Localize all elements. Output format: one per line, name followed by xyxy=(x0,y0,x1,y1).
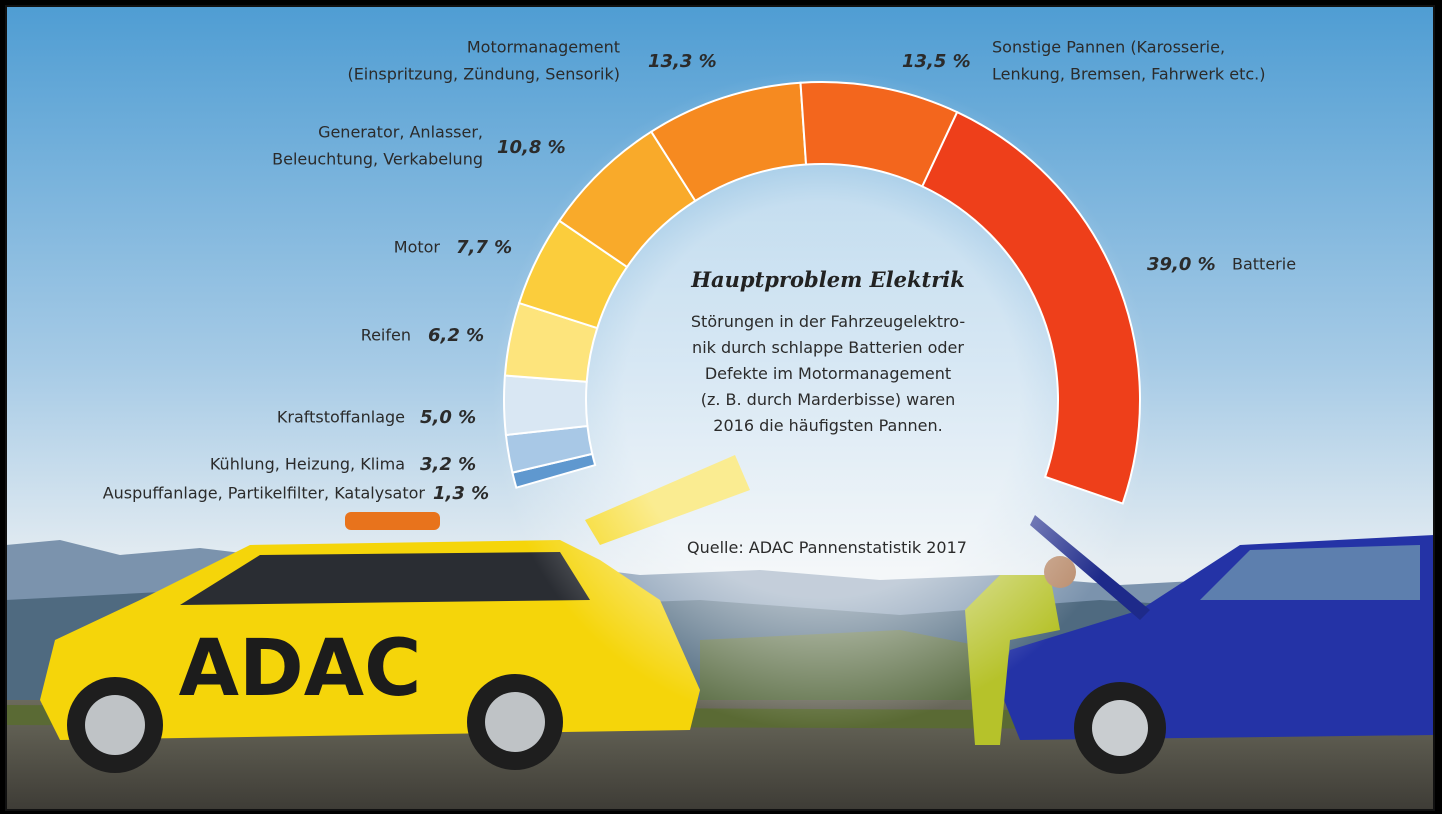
value-label: 13,3 % xyxy=(648,51,717,72)
category-label: Auspuffanlage, Partikelfilter, Katalysat… xyxy=(103,484,426,503)
description-line: Störungen in der Fahrzeugelektro- xyxy=(691,312,965,331)
source: Quelle: ADAC Pannenstatistik 2017 xyxy=(687,538,967,557)
category-label: Motormanagement xyxy=(467,38,620,57)
category-label: Kühlung, Heizung, Klima xyxy=(210,455,405,474)
category-label: Lenkung, Bremsen, Fahrwerk etc.) xyxy=(992,65,1265,84)
value-label: 13,5 % xyxy=(902,51,971,72)
category-label: Sonstige Pannen (Karosserie, xyxy=(992,38,1225,57)
category-label: Motor xyxy=(394,238,441,257)
category-label: Kraftstoffanlage xyxy=(277,408,405,427)
value-label: 3,2 % xyxy=(420,454,476,475)
category-label: Beleuchtung, Verkabelung xyxy=(272,150,483,169)
description-line: nik durch schlappe Batterien oder xyxy=(692,338,964,357)
value-label: 1,3 % xyxy=(433,483,489,504)
value-label: 10,8 % xyxy=(497,137,566,158)
page: ADAC Auspuffanlage, Partikelfilter, Kata… xyxy=(0,0,1442,814)
category-label: Batterie xyxy=(1232,255,1296,274)
description: Störungen in der Fahrzeugelektro-nik dur… xyxy=(691,312,965,435)
category-label: (Einspritzung, Zündung, Sensorik) xyxy=(347,65,620,84)
description-line: 2016 die häufigsten Pannen. xyxy=(713,416,942,435)
description-line: (z. B. durch Marderbisse) waren xyxy=(701,390,956,409)
value-label: 5,0 % xyxy=(420,407,476,428)
value-label: 39,0 % xyxy=(1147,254,1216,275)
chart: ADAC Auspuffanlage, Partikelfilter, Kata… xyxy=(0,0,1442,814)
category-label: Reifen xyxy=(361,326,411,345)
svg-text:ADAC: ADAC xyxy=(179,624,422,714)
value-label: 7,7 % xyxy=(456,237,512,258)
category-label: Generator, Anlasser, xyxy=(318,123,483,142)
chart-title: Hauptproblem Elektrik xyxy=(690,267,965,292)
value-label: 6,2 % xyxy=(428,325,484,346)
description-line: Defekte im Motormanagement xyxy=(705,364,951,383)
donut-segment xyxy=(504,375,587,435)
